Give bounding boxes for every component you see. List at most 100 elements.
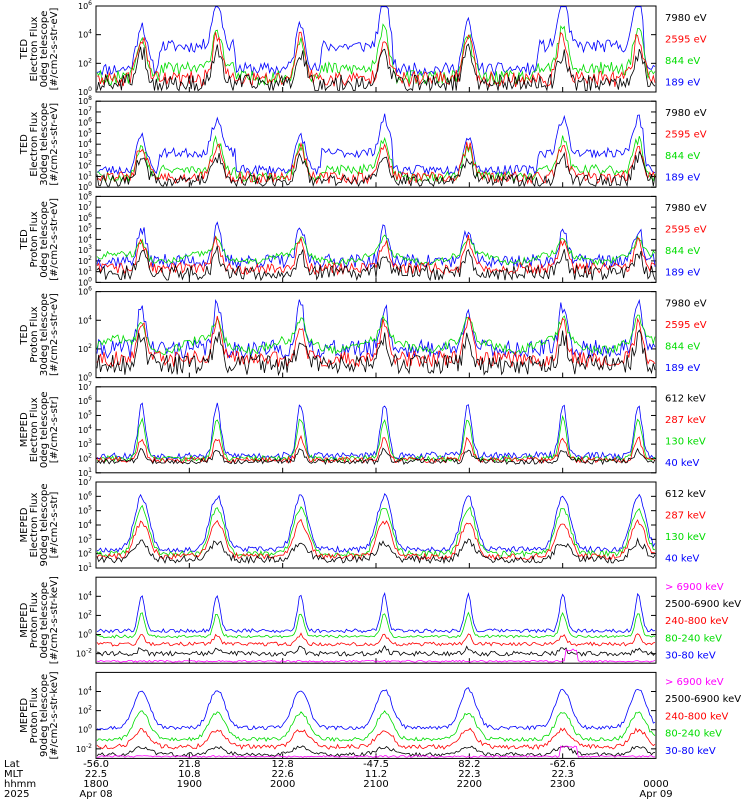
legend-entry: 612 keV — [665, 489, 706, 500]
series-magenta — [96, 648, 656, 663]
y-tick-label: 107 — [78, 476, 92, 487]
y-tick-label: 105 — [78, 223, 92, 234]
y-axis-label: MEPEDElectron Flux0deg telescope[#/cm2-s… — [19, 391, 60, 468]
y-tick-label: 102 — [78, 343, 92, 354]
series-magenta — [97, 745, 656, 758]
series-red — [96, 632, 656, 647]
series-black — [96, 329, 656, 377]
series-black — [96, 645, 656, 657]
legend-entry: 2500-6900 keV — [665, 694, 741, 705]
y-axis-label: MEPEDProton Flux0deg telescope[#/cm2-s-s… — [19, 576, 60, 664]
x-row-label: Lat — [4, 759, 20, 770]
y-tick-label: 100 — [78, 372, 92, 383]
x-tick-label-lat: -56.0 — [83, 759, 109, 770]
y-tick-label: 104 — [78, 233, 92, 244]
x-tick-label-mlt: 22.3 — [458, 769, 480, 780]
legend-entry: 240-800 keV — [665, 616, 729, 627]
y-tick-label: 105 — [78, 409, 92, 420]
panels: 100 102 104 106 TEDElectron Flux0deg telesco… — [19, 0, 741, 760]
legend-entry: 612 keV — [665, 394, 706, 405]
x-tick-label-mlt: 10.8 — [178, 769, 200, 780]
y-tick-label: 101 — [78, 467, 92, 478]
y-tick-label: 102 — [78, 160, 92, 171]
panel-8: 10-2 100 102 104 MEPEDProton Flux90deg teles… — [19, 671, 741, 759]
series-blue — [96, 591, 656, 634]
x-tick-label-lat: 82.2 — [458, 759, 480, 770]
x-tick-label-lat: 21.8 — [178, 759, 200, 770]
y-axis-label: TEDElectron Flux0deg telescope[#/cm2-s-s… — [19, 8, 60, 91]
y-tick-label: 106 — [78, 286, 92, 297]
series-green — [96, 611, 656, 639]
legend-entry: 130 keV — [665, 532, 706, 543]
legend-entry: 2595 eV — [665, 320, 707, 331]
legend-entry: 189 eV — [665, 172, 700, 183]
y-tick-label: 108 — [78, 95, 92, 106]
x-tick-label-hhmm: 1800 — [83, 779, 108, 790]
y-tick-label: 103 — [78, 438, 92, 449]
series-red — [96, 235, 656, 276]
legend-entry: 287 keV — [665, 510, 706, 521]
x-tick-label-hhmm: 2200 — [457, 779, 482, 790]
legend-entry: 7980 eV — [665, 203, 707, 214]
x-tick-label-date: Apr 08 — [79, 789, 112, 800]
y-tick-label: 104 — [78, 424, 92, 435]
series-blue — [96, 492, 656, 554]
x-tick-label-mlt: 22.6 — [272, 769, 294, 780]
y-tick-label: 106 — [78, 0, 92, 11]
y-tick-label: 102 — [78, 548, 92, 559]
legend-entry: 7980 eV — [665, 298, 707, 309]
legend-entry: 287 keV — [665, 415, 706, 426]
legend-entry: > 6900 keV — [665, 677, 724, 688]
y-tick-label: 103 — [78, 244, 92, 255]
y-tick-label: 104 — [78, 686, 92, 697]
panel-1: 100 102 104 106 TEDElectron Flux0deg telesco… — [19, 0, 707, 97]
series-red — [96, 727, 656, 750]
y-tick-label: 102 — [78, 452, 92, 463]
series-green — [96, 135, 656, 183]
x-row-label: 2025 — [4, 789, 29, 800]
series-blue — [96, 402, 656, 461]
legend-entry: 30-80 keV — [665, 746, 716, 757]
y-tick-label: 100 — [78, 181, 92, 192]
legend-entry: 40 keV — [665, 458, 699, 469]
legend-entry: 189 eV — [665, 363, 700, 374]
x-row-label: MLT — [4, 769, 24, 780]
y-tick-label: 104 — [78, 590, 92, 601]
series-black — [96, 150, 656, 188]
y-axis-label: TEDElectron Flux30deg telescope[#/cm2-s-… — [19, 103, 60, 186]
series-black — [96, 245, 656, 282]
y-tick-label: 105 — [78, 505, 92, 516]
y-tick-label: 105 — [78, 127, 92, 138]
legend-entry: 189 eV — [665, 77, 700, 88]
x-tick-label-date: Apr 09 — [639, 789, 672, 800]
series-blue — [96, 113, 656, 176]
series-green — [96, 504, 656, 558]
y-tick-label: 101 — [78, 170, 92, 181]
y-tick-label: 107 — [78, 106, 92, 117]
legend-entry: 7980 eV — [665, 13, 707, 24]
y-tick-label: 100 — [78, 276, 92, 287]
series-red — [96, 518, 656, 561]
y-axis-label: TEDProton Flux0deg telescope[#/cm2-s-str… — [19, 198, 60, 281]
y-tick-label: 102 — [78, 705, 92, 716]
y-axis-label: MEPEDProton Flux90deg telescope[#/cm2-s-… — [19, 671, 60, 759]
x-tick-label-hhmm: 0000 — [643, 779, 668, 790]
legend-entry: 844 eV — [665, 151, 700, 162]
legend-entry: 2595 eV — [665, 129, 707, 140]
series-black — [96, 745, 656, 758]
series-green — [96, 234, 656, 266]
legend-entry: 80-240 keV — [665, 633, 722, 644]
y-tick-label: 100 — [78, 86, 92, 97]
legend-entry: 844 eV — [665, 56, 700, 67]
series-red — [96, 315, 656, 369]
legend-entry: 130 keV — [665, 437, 706, 448]
legend-entry: 844 eV — [665, 246, 700, 257]
legend-entry: 189 eV — [665, 268, 700, 279]
y-tick-label: 104 — [78, 138, 92, 149]
x-tick-label-mlt: 22.5 — [85, 769, 107, 780]
y-tick-label: 104 — [78, 519, 92, 530]
y-tick-label: 107 — [78, 201, 92, 212]
y-tick-label: 102 — [78, 609, 92, 620]
